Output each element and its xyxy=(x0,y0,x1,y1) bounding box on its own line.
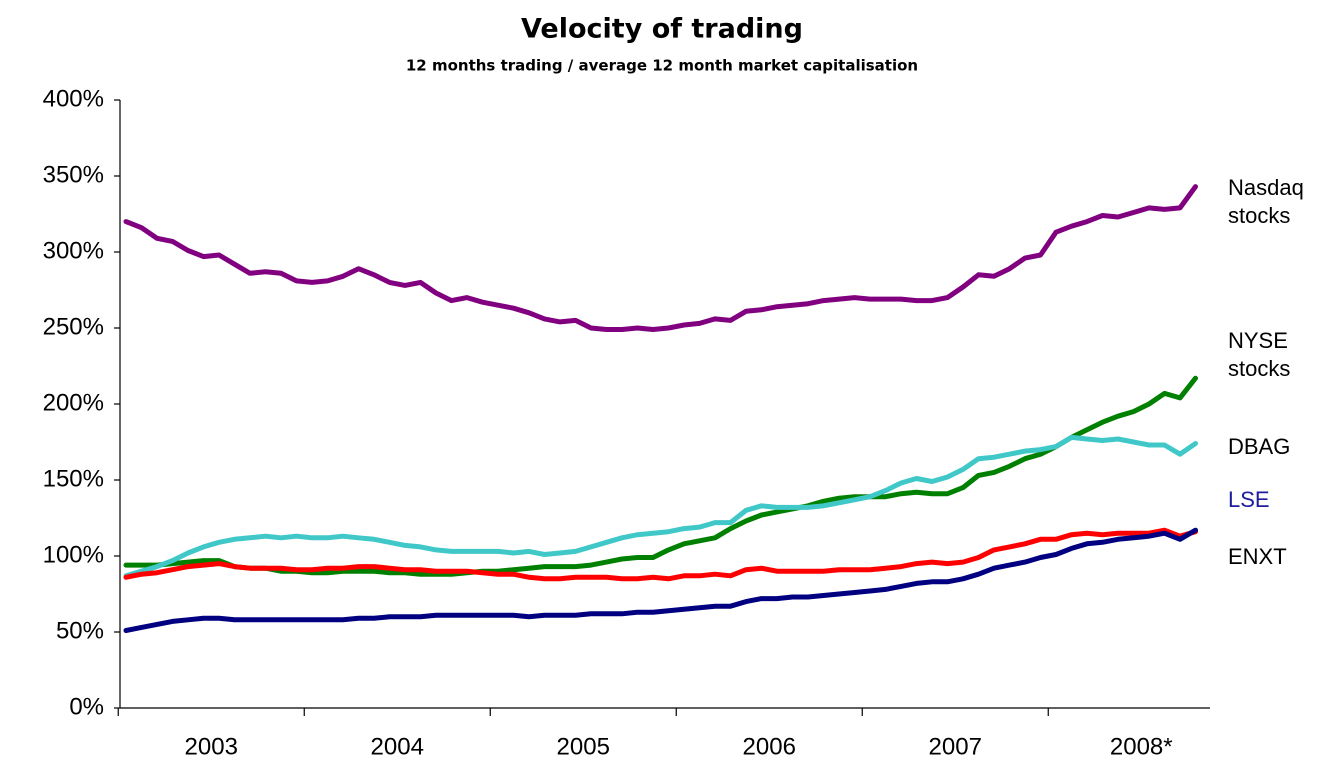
chart-subtitle: 12 months trading / average 12 month mar… xyxy=(406,57,918,75)
y-tick-label: 150% xyxy=(43,465,104,492)
series-label: ENXT xyxy=(1228,544,1287,569)
x-tick-label: 2006 xyxy=(743,733,796,760)
y-tick-label: 300% xyxy=(43,237,104,264)
series-label: DBAG xyxy=(1228,434,1291,459)
chart-title: Velocity of trading xyxy=(521,14,803,45)
series-line xyxy=(123,434,1198,579)
x-tick-label: 2008* xyxy=(1110,733,1173,760)
series-label: NYSE stocks xyxy=(1228,328,1291,381)
y-tick-label: 100% xyxy=(43,541,104,568)
y-tick-label: 0% xyxy=(69,693,104,720)
series-label: Nasdaq stocks xyxy=(1228,175,1304,228)
series-line xyxy=(123,527,1198,582)
y-tick-label: 350% xyxy=(43,161,104,188)
y-tick-label: 400% xyxy=(43,85,104,112)
y-tick-label: 200% xyxy=(43,389,104,416)
x-tick-label: 2005 xyxy=(557,733,610,760)
x-tick-label: 2007 xyxy=(929,733,982,760)
x-tick-label: 2004 xyxy=(371,733,424,760)
series-label: LSE xyxy=(1228,487,1270,512)
y-tick-label: 50% xyxy=(56,617,104,644)
series-line xyxy=(123,375,1198,577)
y-tick-label: 250% xyxy=(43,313,104,340)
x-tick-label: 2003 xyxy=(185,733,238,760)
series-line xyxy=(123,184,1198,332)
series-line xyxy=(123,527,1198,633)
